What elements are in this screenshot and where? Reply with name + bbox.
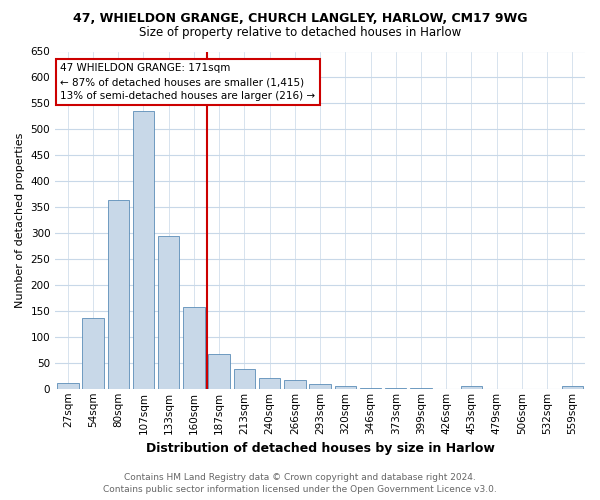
Bar (461, 386, 482, 389)
Bar (259, 378, 280, 389)
Bar (410, 388, 432, 389)
Bar (310, 384, 331, 389)
Bar (360, 388, 381, 389)
X-axis label: Distribution of detached houses by size in Harlow: Distribution of detached houses by size … (146, 442, 494, 455)
Bar (208, 354, 230, 389)
Bar (562, 386, 583, 389)
Bar (335, 386, 356, 389)
Text: 47, WHIELDON GRANGE, CHURCH LANGLEY, HARLOW, CM17 9WG: 47, WHIELDON GRANGE, CHURCH LANGLEY, HAR… (73, 12, 527, 26)
Text: 47 WHIELDON GRANGE: 171sqm
← 87% of detached houses are smaller (1,415)
13% of s: 47 WHIELDON GRANGE: 171sqm ← 87% of deta… (61, 64, 316, 102)
Text: Contains HM Land Registry data © Crown copyright and database right 2024.
Contai: Contains HM Land Registry data © Crown c… (103, 472, 497, 494)
Bar (284, 380, 305, 389)
Bar (133, 111, 154, 389)
Bar (57, 383, 79, 389)
Bar (158, 236, 179, 389)
Bar (183, 308, 205, 389)
Text: Size of property relative to detached houses in Harlow: Size of property relative to detached ho… (139, 26, 461, 39)
Y-axis label: Number of detached properties: Number of detached properties (15, 132, 25, 308)
Bar (233, 368, 255, 389)
Bar (385, 388, 406, 389)
Bar (82, 318, 104, 389)
Bar (107, 200, 129, 389)
